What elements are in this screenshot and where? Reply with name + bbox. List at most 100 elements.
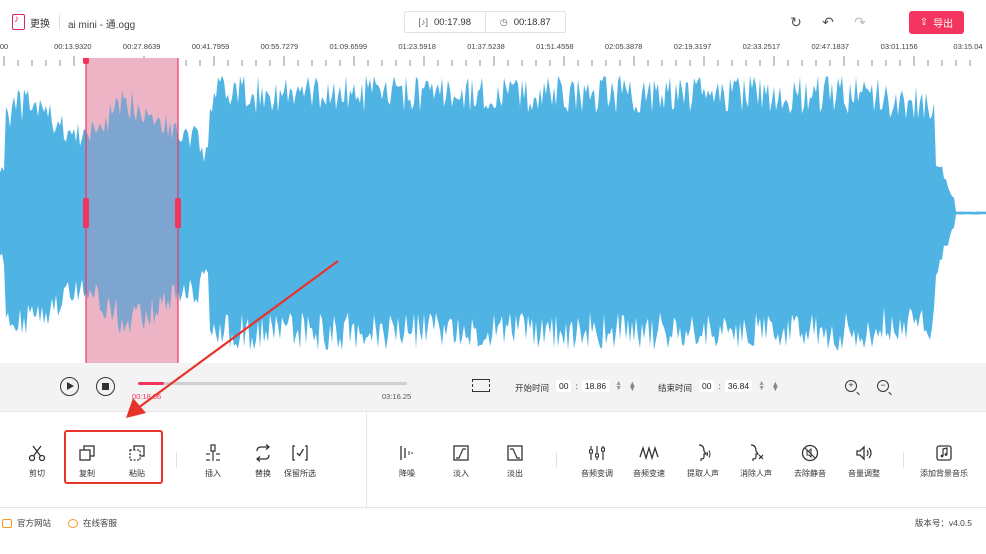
tool-replace[interactable]: 替换 (234, 442, 292, 479)
timeline-ruler[interactable]: 00 00:13.9320 00:27.8639 00:41.7959 00:55.72… (0, 40, 986, 68)
website-label: 官方网站 (17, 518, 52, 528)
tool-keep-selection[interactable]: 保留所选 (271, 442, 329, 479)
version-label: 版本号：v4.0.5 (914, 518, 972, 528)
remove-voice-icon (745, 442, 767, 464)
end-time-field[interactable]: 00 : 36.84 ▲ ▼ ⧫ (699, 378, 778, 394)
tool-scissors[interactable]: 剪切 (8, 442, 66, 479)
footer: 官方网站 在线客服 版本号：v4.0.5 (0, 510, 986, 536)
selection-range-icon (472, 379, 490, 392)
divider (59, 15, 60, 29)
support-label: 在线客服 (83, 518, 118, 528)
stop-button[interactable] (96, 377, 115, 396)
ruler-label: 01:23.5918 (398, 42, 436, 51)
tool-label: 音量调整 (848, 469, 880, 478)
insert-icon (202, 442, 224, 464)
export-label: 导出 (933, 19, 954, 30)
tool-volume[interactable]: 音量调整 (835, 442, 893, 479)
refresh-icon[interactable]: ↻ (790, 14, 802, 30)
start-spinner-icon[interactable]: ▲ ▼ (615, 380, 623, 392)
tool-denoise[interactable]: 降噪 (378, 442, 436, 479)
playhead-marker (83, 58, 89, 64)
tool-label: 去除静音 (794, 469, 826, 478)
zoom-in-icon[interactable]: + (845, 380, 857, 392)
volume-icon (853, 442, 875, 464)
ruler-label: 00:13.9320 (54, 42, 92, 51)
pitch-icon (586, 442, 608, 464)
website-link[interactable]: 官方网站 (2, 517, 51, 529)
undo-icon[interactable]: ↶ (822, 14, 834, 30)
ruler-label: 01:51.4558 (536, 42, 574, 51)
ruler-label: 00 (0, 42, 9, 51)
end-min[interactable]: 00 (699, 380, 715, 392)
tool-label: 插入 (205, 469, 221, 478)
start-time-field[interactable]: 00 : 18.86 ▲ ▼ ⧫ (556, 378, 635, 394)
total-time: 03:16.25 (382, 392, 412, 401)
copy-icon (76, 442, 98, 464)
replace-label: 更换 (30, 18, 50, 30)
ruler-label: 02:05.3878 (604, 42, 643, 51)
tool-fade-out[interactable]: 淡出 (486, 442, 544, 479)
ruler-label: 03:01.1156 (880, 42, 918, 51)
start-min[interactable]: 00 (556, 380, 572, 392)
file-name: ai mini - 通.ogg (68, 20, 136, 31)
tool-paste[interactable]: 粘贴 (108, 442, 166, 479)
edit-toolbar: 剪切 复制 粘贴 插入 替换 保留所选 降噪 淡入 淡出 音频变调 音频变速 提取人声 消除人声 去除静音… (0, 411, 986, 509)
music-note-icon: [♪] (418, 17, 429, 27)
tool-label: 保留所选 (284, 469, 316, 478)
tool-extract-voice[interactable]: 提取人声 (674, 442, 732, 479)
zoom-out-icon[interactable]: − (877, 380, 889, 392)
tool-label: 降噪 (399, 469, 415, 478)
ruler-label: 03:15.04 (953, 42, 983, 51)
tool-add-bgm[interactable]: 添加背景音乐 (915, 442, 973, 479)
tool-label: 淡出 (507, 469, 523, 478)
end-spinner-icon[interactable]: ▲ ▼ (758, 380, 766, 392)
tool-remove-silence[interactable]: 去除静音 (781, 442, 839, 479)
selection-duration: 00:17.98 (434, 16, 471, 28)
selection-info: [♪] 00:17.98 ◷ 00:18.87 (404, 11, 566, 33)
redo-icon[interactable]: ↷ (854, 14, 866, 30)
tool-divider (556, 452, 557, 468)
selection-length-cell: ◷ 00:18.87 (484, 12, 566, 32)
music-file-icon (12, 14, 25, 30)
start-marker-icon[interactable]: ⧫ (630, 380, 635, 391)
tool-label: 替换 (255, 469, 271, 478)
end-time-label: 结束时间 (658, 383, 693, 393)
selection-duration-cell: [♪] 00:17.98 (405, 12, 485, 32)
top-bar: 更换 ai mini - 通.ogg [♪] 00:17.98 ◷ 00:18.… (0, 0, 986, 42)
replace-icon (252, 442, 274, 464)
start-sec[interactable]: 18.86 (581, 380, 610, 392)
start-time-label: 开始时间 (515, 383, 550, 393)
selection-overlay (86, 58, 178, 363)
tool-fade-in[interactable]: 淡入 (432, 442, 490, 479)
tool-divider (903, 452, 904, 468)
transport-bar: 00:18.86 03:16.25 开始时间 00 : 18.86 ▲ ▼ ⧫ 结… (0, 363, 986, 411)
waveform[interactable] (0, 58, 986, 363)
end-marker-icon[interactable]: ⧫ (773, 380, 778, 391)
tool-label: 粘贴 (129, 469, 145, 478)
tool-label: 音频变速 (633, 469, 665, 478)
tool-label: 提取人声 (687, 469, 719, 478)
tool-label: 复制 (79, 469, 95, 478)
export-button[interactable]: ⇪ 导出 (909, 11, 964, 34)
selection-start-handle (83, 198, 89, 228)
tool-label: 剪切 (29, 469, 45, 478)
selection-end-handle (175, 198, 181, 228)
tool-insert[interactable]: 插入 (184, 442, 242, 479)
playback-progress[interactable] (138, 382, 407, 385)
play-button[interactable] (60, 377, 79, 396)
replace-file-button[interactable]: 更换 (12, 13, 50, 31)
tool-pitch[interactable]: 音频变调 (568, 442, 626, 479)
ruler-label: 02:19.3197 (673, 42, 712, 51)
tool-remove-voice[interactable]: 消除人声 (727, 442, 785, 479)
tool-label: 消除人声 (740, 469, 772, 478)
section-divider (366, 412, 367, 509)
ruler-label: 00:55.7279 (260, 42, 299, 51)
tool-speed[interactable]: 音频变速 (620, 442, 678, 479)
fade-in-icon (450, 442, 472, 464)
export-icon: ⇪ (919, 17, 929, 28)
support-link[interactable]: 在线客服 (68, 517, 117, 529)
end-sec[interactable]: 36.84 (724, 380, 753, 392)
tool-copy[interactable]: 复制 (58, 442, 116, 479)
extract-voice-icon (692, 442, 714, 464)
paste-icon (126, 442, 148, 464)
